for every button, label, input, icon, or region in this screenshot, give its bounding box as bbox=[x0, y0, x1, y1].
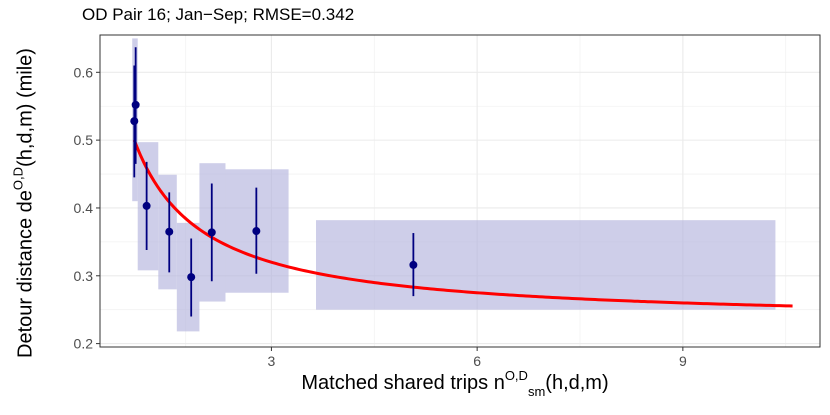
x-tick-label: 6 bbox=[473, 353, 481, 369]
data-point bbox=[207, 228, 216, 237]
x-axis-label: Matched shared trips nO,Dsm(h,d,m) bbox=[301, 368, 609, 399]
plot-border bbox=[99, 34, 821, 348]
data-point bbox=[142, 201, 151, 210]
fit-line bbox=[132, 139, 793, 308]
uncertainty-box bbox=[316, 220, 776, 310]
x-tick-label: 9 bbox=[679, 353, 687, 369]
fitted-curve bbox=[132, 139, 793, 308]
y-tick-label: 0.6 bbox=[74, 64, 94, 80]
axis-ticks: 0.2 0.3 0.4 0.5 0.6 3 6 9 bbox=[74, 64, 687, 369]
data-points bbox=[130, 100, 418, 282]
y-tick-label: 0.4 bbox=[74, 200, 94, 216]
data-point bbox=[187, 273, 196, 282]
y-tick-label: 0.5 bbox=[74, 132, 94, 148]
y-tick-label: 0.2 bbox=[74, 336, 94, 352]
data-point bbox=[130, 117, 139, 126]
data-point bbox=[131, 100, 140, 109]
y-tick-label: 0.3 bbox=[74, 268, 94, 284]
uncertainty-boxes bbox=[132, 38, 776, 332]
chart-title: OD Pair 16; Jan−Sep; RMSE=0.342 bbox=[82, 5, 355, 24]
data-point bbox=[252, 227, 261, 236]
data-point bbox=[165, 227, 174, 236]
x-tick-label: 3 bbox=[268, 353, 276, 369]
data-point bbox=[409, 260, 418, 269]
